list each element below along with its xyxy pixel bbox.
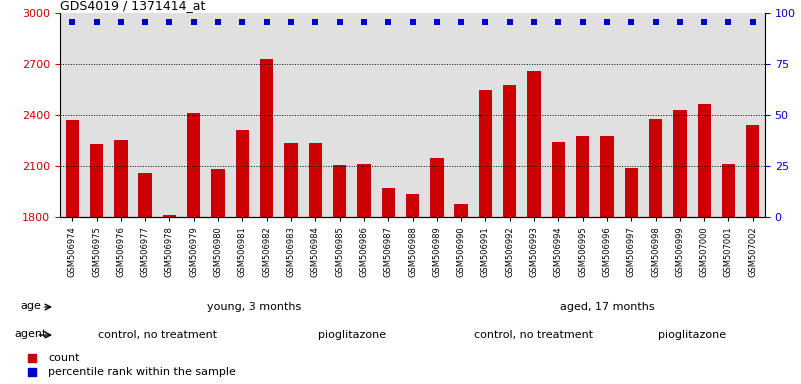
Point	[455, 19, 468, 25]
Bar	[139, 173, 152, 217]
Point	[236, 19, 249, 25]
Bar	[503, 84, 517, 217]
Text: GDS4019 / 1371414_at: GDS4019 / 1371414_at	[60, 0, 205, 12]
Text: pioglitazone: pioglitazone	[658, 330, 726, 340]
Text: aged, 17 months: aged, 17 months	[560, 302, 654, 312]
Point	[211, 19, 224, 25]
Point	[625, 19, 638, 25]
Text: agent: agent	[14, 329, 47, 339]
Bar	[260, 59, 273, 217]
Point	[284, 19, 297, 25]
Point	[479, 19, 492, 25]
Bar	[211, 169, 225, 217]
Point	[430, 19, 443, 25]
Point	[649, 19, 662, 25]
Text: percentile rank within the sample: percentile rank within the sample	[48, 367, 236, 377]
Bar	[406, 194, 419, 217]
Point	[139, 19, 151, 25]
Point	[601, 19, 614, 25]
Text: count: count	[48, 353, 79, 363]
Point	[722, 19, 735, 25]
Bar	[430, 159, 444, 217]
Bar	[722, 164, 735, 217]
Bar	[90, 144, 103, 217]
Bar	[698, 104, 710, 217]
Bar	[284, 143, 298, 217]
Point	[66, 19, 78, 25]
Point	[357, 19, 370, 25]
Point	[382, 19, 395, 25]
Point	[576, 19, 589, 25]
Point	[528, 19, 541, 25]
Point	[698, 19, 710, 25]
Point	[163, 19, 176, 25]
Point	[552, 19, 565, 25]
Bar	[187, 113, 200, 217]
Point	[747, 19, 759, 25]
Bar	[527, 71, 541, 217]
Bar	[649, 119, 662, 217]
Bar	[454, 204, 468, 217]
Bar	[357, 164, 371, 217]
Text: age: age	[20, 301, 42, 311]
Point	[187, 19, 200, 25]
Bar	[308, 143, 322, 217]
Bar	[576, 136, 590, 217]
Bar	[479, 90, 492, 217]
Point	[115, 19, 127, 25]
Point	[26, 369, 38, 375]
Bar	[746, 125, 759, 217]
Bar	[66, 120, 79, 217]
Point	[26, 355, 38, 361]
Bar	[625, 168, 638, 217]
Point	[406, 19, 419, 25]
Bar	[673, 110, 686, 217]
Bar	[333, 165, 346, 217]
Point	[309, 19, 322, 25]
Point	[91, 19, 103, 25]
Bar	[600, 136, 614, 217]
Bar	[235, 131, 249, 217]
Bar	[381, 188, 395, 217]
Point	[260, 19, 273, 25]
Bar	[115, 140, 127, 217]
Text: pioglitazone: pioglitazone	[318, 330, 386, 340]
Text: control, no treatment: control, no treatment	[474, 330, 594, 340]
Point	[674, 19, 686, 25]
Bar	[163, 215, 176, 217]
Text: control, no treatment: control, no treatment	[98, 330, 217, 340]
Bar	[552, 142, 565, 217]
Text: young, 3 months: young, 3 months	[207, 302, 302, 312]
Point	[503, 19, 516, 25]
Point	[333, 19, 346, 25]
